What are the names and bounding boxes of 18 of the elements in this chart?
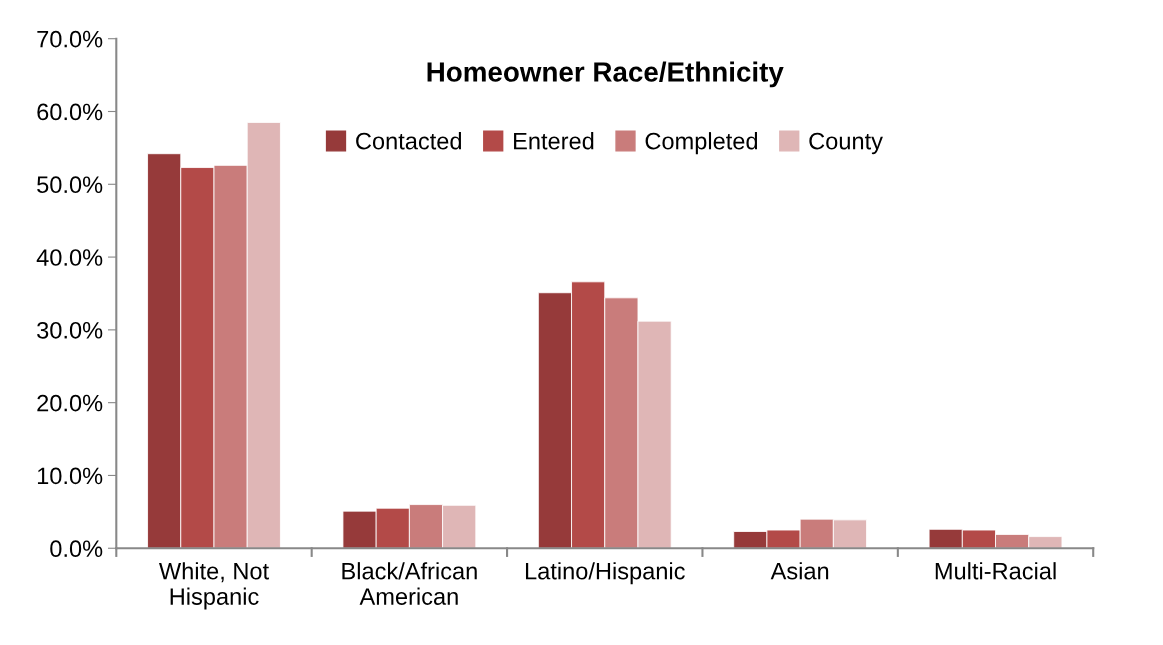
x-tick-label: White, Not Hispanic bbox=[158, 562, 269, 610]
legend-label: County bbox=[809, 132, 883, 155]
y-tick-label: 10.0% bbox=[37, 467, 103, 485]
y-tick-label: 0.0% bbox=[50, 540, 103, 558]
y-tick-label: 40.0% bbox=[36, 249, 103, 266]
y-tick-label: 30.0% bbox=[37, 321, 103, 339]
legend-label: Completed bbox=[645, 132, 758, 155]
y-tick-label: 60.0% bbox=[37, 103, 103, 121]
text: Homeowner Race/Ethnicity bbox=[427, 61, 784, 88]
x-tick-label: Asian bbox=[770, 562, 829, 580]
x-tick-label: Latino/Hispanic bbox=[525, 562, 685, 585]
legend-label: Entered bbox=[514, 132, 594, 150]
legend-label: Contacted bbox=[356, 132, 462, 150]
y-tick-label: 20.0% bbox=[37, 394, 103, 412]
y-tick-label: 50.0% bbox=[37, 176, 103, 194]
x-tick-label: Black/African American bbox=[342, 562, 477, 605]
y-tick-label: 70.0% bbox=[37, 30, 103, 48]
x-tick-label: Multi-Racial bbox=[935, 562, 1056, 580]
